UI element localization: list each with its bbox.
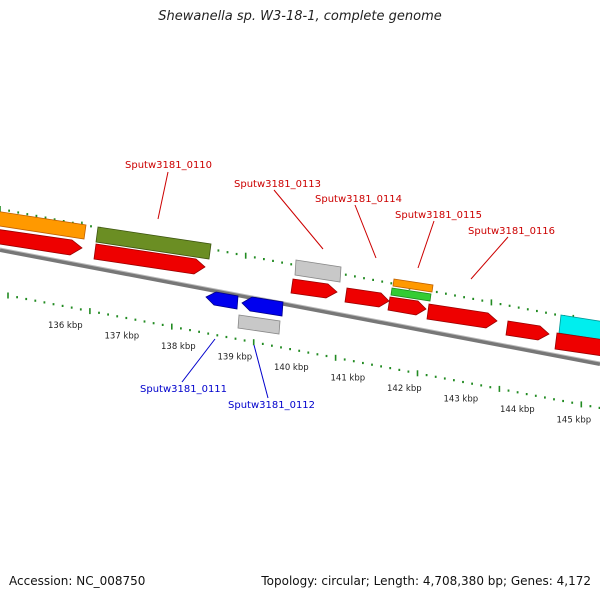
- orange-feature[interactable]: [0, 211, 87, 240]
- gene-label-0116[interactable]: Sputw3181_0116: [468, 226, 555, 237]
- reverse-cds-track: [205, 291, 284, 335]
- scale-label: 136 kbp: [48, 321, 83, 331]
- topology-text: Topology: circular; Length: 4,708,380 bp…: [261, 574, 591, 588]
- callout-0115: [417, 220, 435, 269]
- scale-label: 138 kbp: [161, 342, 196, 352]
- scale-label: 140 kbp: [274, 363, 309, 373]
- scale-label: 143 kbp: [444, 395, 479, 405]
- blue-arrow-0111[interactable]: [205, 291, 239, 310]
- gene-label-0111[interactable]: Sputw3181_0111: [140, 384, 227, 395]
- scale-label: 137 kbp: [105, 332, 140, 342]
- cds-arrow-0113[interactable]: [290, 278, 338, 299]
- callout-0111: [181, 338, 216, 383]
- cds-arrow-0114[interactable]: [344, 287, 390, 308]
- cds-arrow-0115[interactable]: [387, 296, 427, 316]
- scale-labels: 136 kbp 137 kbp 138 kbp 139 kbp 140 kbp 141 k…: [48, 321, 591, 426]
- cds-arrow[interactable]: [0, 229, 83, 256]
- gray-feature-0112[interactable]: [237, 314, 281, 335]
- scale-label: 142 kbp: [387, 384, 422, 394]
- cyan-feature[interactable]: [558, 314, 600, 340]
- cds-arrow[interactable]: [505, 320, 550, 341]
- callout-0114: [354, 204, 377, 259]
- callout-0110: [157, 171, 169, 220]
- callout-0116: [470, 236, 509, 280]
- scale-label: 144 kbp: [500, 405, 535, 415]
- green-feature-0115[interactable]: [390, 287, 432, 302]
- map-title: Shewanella sp. W3-18-1, complete genome: [158, 9, 442, 24]
- blue-arrow-0112[interactable]: [241, 296, 284, 317]
- scale-label: 141 kbp: [331, 374, 366, 384]
- callout-0113: [273, 189, 324, 250]
- feature-track-outer: [0, 211, 600, 340]
- scale-label: 139 kbp: [218, 353, 253, 363]
- gene-label-0115[interactable]: Sputw3181_0115: [395, 210, 482, 221]
- gene-label-0114[interactable]: Sputw3181_0114: [315, 194, 402, 205]
- gene-label-0112[interactable]: Sputw3181_0112: [228, 400, 315, 411]
- callout-0112: [253, 344, 269, 399]
- orange-feature-0115[interactable]: [392, 278, 434, 293]
- accession-text: Accession: NC_008750: [9, 574, 146, 588]
- gene-label-0113[interactable]: Sputw3181_0113: [234, 179, 321, 190]
- callout-lines: [157, 171, 509, 399]
- genome-backbone: [0, 248, 600, 366]
- cds-arrow-0116[interactable]: [426, 303, 498, 329]
- cds-arrow[interactable]: [554, 332, 600, 356]
- gene-labels: Sputw3181_0110 Sputw3181_0113 Sputw3181_…: [125, 160, 555, 411]
- gray-feature-0113[interactable]: [294, 259, 342, 283]
- scale-label: 145 kbp: [557, 416, 592, 426]
- cds-arrow-0110[interactable]: [93, 243, 206, 275]
- forward-cds-track: [0, 229, 600, 356]
- olive-feature-0110[interactable]: [95, 226, 212, 260]
- inner-tick-track: [7, 292, 600, 409]
- gene-label-0110[interactable]: Sputw3181_0110: [125, 160, 212, 171]
- genome-backbone-highlight: [0, 247, 600, 363]
